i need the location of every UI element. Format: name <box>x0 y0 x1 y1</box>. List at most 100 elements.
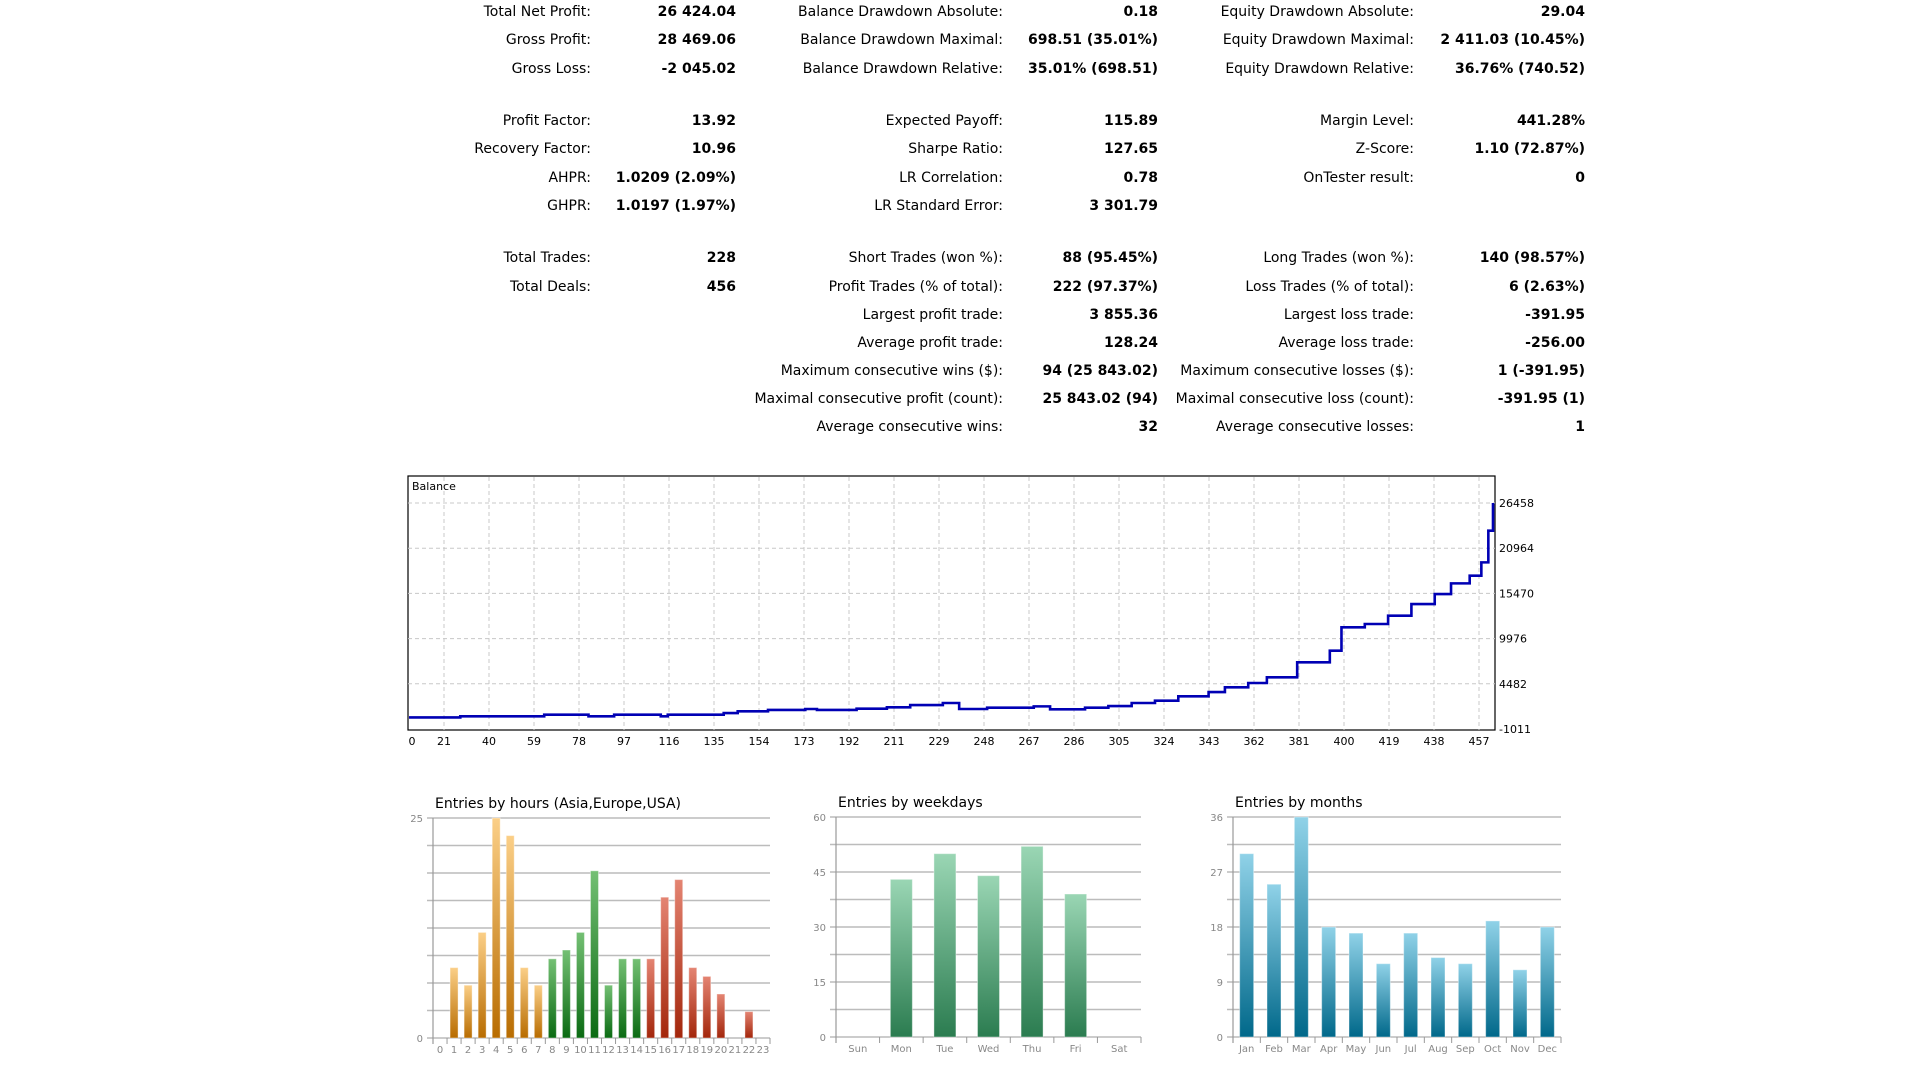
bar-x-tick: Jan <box>1238 1044 1254 1055</box>
stat-label: Average profit trade: <box>857 335 1003 351</box>
stats-row: Total Net Profit: 26 424.04 Balance Drawdo… <box>0 2 1920 22</box>
bar-20 <box>716 993 726 1039</box>
balance-y-tick: 26458 <box>1499 497 1534 510</box>
stat-value: 1.0197 (1.97%) <box>615 198 736 214</box>
bar-x-tick: 20 <box>714 1045 727 1056</box>
balance-x-tick: 116 <box>659 735 680 748</box>
stat-value: -2 045.02 <box>661 61 736 77</box>
bar-x-tick: 8 <box>549 1045 555 1056</box>
stat-value: 1.10 (72.87%) <box>1474 141 1585 157</box>
bar-Aug <box>1430 957 1446 1038</box>
bar-Wed <box>977 875 1000 1038</box>
bar-x-tick: 18 <box>686 1045 699 1056</box>
bar-Tue <box>933 853 957 1038</box>
balance-y-tick: -1011 <box>1499 723 1531 736</box>
bar-y-tick: 25 <box>410 814 423 825</box>
stat-value: 2 411.03 (10.45%) <box>1440 32 1585 48</box>
balance-y-tick: 4482 <box>1499 678 1527 691</box>
bar-19 <box>702 975 712 1039</box>
balance-x-tick: 286 <box>1064 735 1085 748</box>
balance-y-tick: 15470 <box>1499 587 1534 600</box>
bar-y-tick: 36 <box>1210 813 1223 824</box>
stat-label: Average consecutive losses: <box>1216 419 1414 435</box>
bar-chart-title: Entries by months <box>1235 795 1363 811</box>
bar-x-tick: 13 <box>616 1045 629 1056</box>
stat-label: AHPR: <box>548 170 591 186</box>
bar-x-tick: 16 <box>658 1045 671 1056</box>
stat-value: 3 301.79 <box>1089 198 1158 214</box>
stat-value: 28 469.06 <box>657 32 736 48</box>
stat-value: 36.76% (740.52) <box>1454 61 1585 77</box>
balance-x-tick: 419 <box>1379 735 1400 748</box>
stat-value: -391.95 <box>1525 307 1585 323</box>
stat-value: 26 424.04 <box>657 4 736 20</box>
stat-label: Recovery Factor: <box>474 141 591 157</box>
bar-x-tick: Oct <box>1484 1044 1501 1055</box>
stat-label: Total Net Profit: <box>483 4 591 20</box>
stat-label: LR Correlation: <box>899 170 1003 186</box>
stat-value: 3 855.36 <box>1089 307 1158 323</box>
stat-value: 698.51 (35.01%) <box>1027 32 1158 48</box>
bar-Sep <box>1457 963 1473 1038</box>
bar-Feb <box>1266 883 1282 1038</box>
bar-5 <box>505 835 515 1039</box>
bar-Jan <box>1239 853 1255 1038</box>
bar-Apr <box>1321 926 1337 1038</box>
bar-17 <box>674 879 684 1039</box>
balance-x-tick: 0 <box>409 735 416 748</box>
balance-y-tick: 20964 <box>1499 542 1534 555</box>
bar-8 <box>547 958 557 1039</box>
bar-x-tick: 6 <box>521 1045 527 1056</box>
balance-x-tick: 229 <box>929 735 950 748</box>
stat-label: Profit Trades (% of total): <box>828 279 1003 295</box>
bar-x-tick: 10 <box>574 1045 587 1056</box>
balance-x-tick: 192 <box>839 735 860 748</box>
bar-18 <box>688 967 698 1039</box>
stat-label: Average consecutive wins: <box>816 419 1003 435</box>
stat-value: 1 <box>1575 419 1585 435</box>
bar-7 <box>533 984 543 1039</box>
balance-x-tick: 305 <box>1109 735 1130 748</box>
bar-x-tick: 23 <box>757 1045 770 1056</box>
bar-x-tick: Nov <box>1510 1044 1530 1055</box>
stats-row: Maximum consecutive wins ($): 94 (25 843.… <box>0 361 1920 381</box>
bar-x-tick: Dec <box>1538 1044 1557 1055</box>
stat-label: GHPR: <box>547 198 591 214</box>
balance-y-tick: 9976 <box>1499 633 1527 646</box>
bar-Oct <box>1485 920 1501 1038</box>
bar-x-tick: May <box>1346 1044 1367 1055</box>
bar-x-tick: 15 <box>644 1045 657 1056</box>
stat-label: Equity Drawdown Absolute: <box>1220 4 1414 20</box>
balance-x-tick: 362 <box>1244 735 1265 748</box>
bar-x-tick: 22 <box>743 1045 756 1056</box>
stat-value: 25 843.02 (94) <box>1042 391 1158 407</box>
stat-value: 128.24 <box>1103 335 1158 351</box>
stat-value: 115.89 <box>1103 113 1158 129</box>
stat-value: 1.0209 (2.09%) <box>615 170 736 186</box>
bar-11 <box>589 870 599 1039</box>
stat-label: Maximal consecutive profit (count): <box>754 391 1003 407</box>
stat-value: -256.00 <box>1525 335 1585 351</box>
bar-x-tick: Jun <box>1375 1044 1392 1055</box>
stat-value: 13.92 <box>691 113 736 129</box>
bar-y-tick: 45 <box>813 868 826 879</box>
bar-15 <box>646 958 656 1039</box>
bar-3 <box>477 931 487 1039</box>
stat-value: 456 <box>706 279 736 295</box>
stat-label: OnTester result: <box>1303 170 1414 186</box>
stat-label: Maximum consecutive losses ($): <box>1180 363 1414 379</box>
stat-label: Equity Drawdown Relative: <box>1225 61 1414 77</box>
stat-label: Gross Loss: <box>511 61 591 77</box>
stats-row: Gross Loss: -2 045.02 Balance Drawdown Rel… <box>0 59 1920 79</box>
bar-x-tick: 12 <box>602 1045 615 1056</box>
bar-y-tick: 0 <box>1217 1033 1223 1044</box>
stat-value: 228 <box>706 250 736 266</box>
bar-Jun <box>1375 963 1391 1038</box>
balance-x-tick: 21 <box>437 735 451 748</box>
balance-x-tick: 78 <box>572 735 586 748</box>
bar-x-tick: Sep <box>1456 1044 1475 1055</box>
bar-y-tick: 0 <box>820 1033 826 1044</box>
stat-value: 0.18 <box>1123 4 1158 20</box>
bar-x-tick: Mar <box>1292 1044 1312 1055</box>
